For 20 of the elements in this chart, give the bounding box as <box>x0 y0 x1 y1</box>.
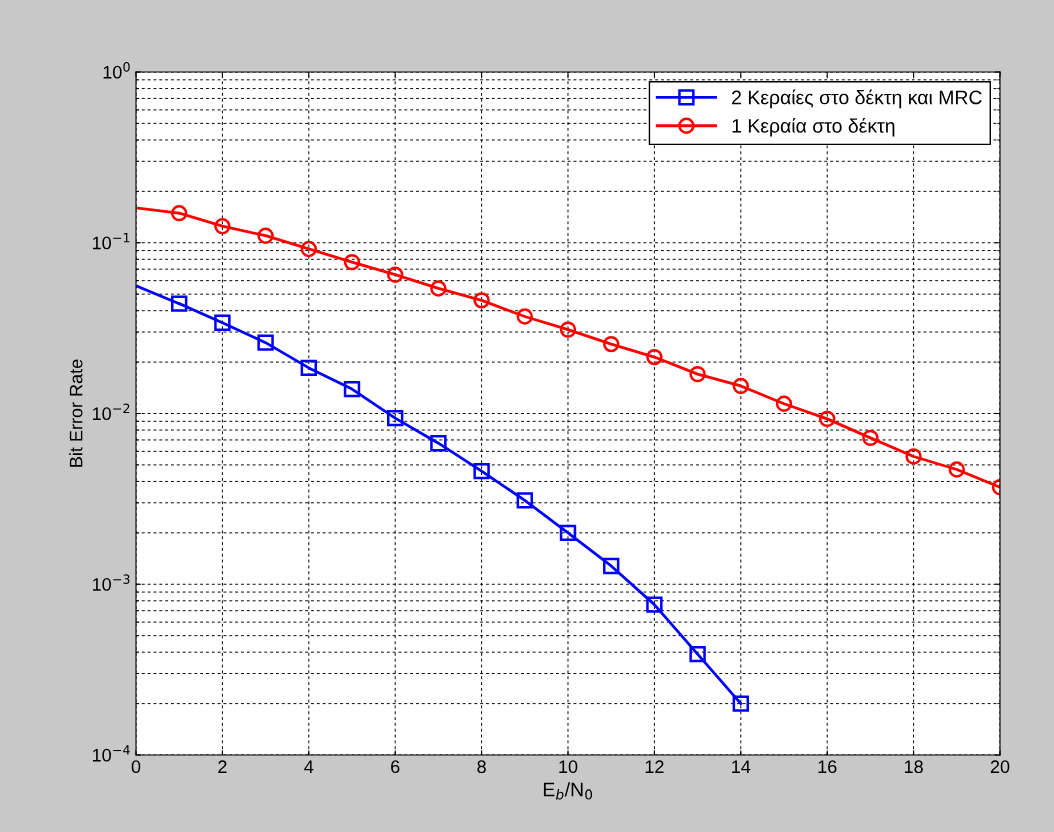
y-tick-label: 10$^{0}$ <box>103 62 130 79</box>
x-tick-label: 20 <box>990 760 1010 774</box>
x-tick-label: 10 <box>559 760 578 774</box>
x-tick-label: 8 <box>477 760 486 774</box>
legend-label: 1 Κεραία στο δέκτη <box>732 117 895 137</box>
x-tick-label: 0 <box>131 760 141 774</box>
y-tick-label: 10$^{−1}$ <box>92 233 130 250</box>
y-tick-label: 10$^{−3}$ <box>92 574 130 591</box>
x-tick-label: 18 <box>904 760 923 774</box>
x-tick-label: 12 <box>645 760 664 773</box>
y-tick-label: 10$^{−4}$ <box>92 745 130 762</box>
y-tick-label: 10$^{−2}$ <box>92 403 130 421</box>
x-tick-label: 2 <box>218 760 227 773</box>
x-tick-label: 14 <box>732 760 751 773</box>
x-tick-label: 4 <box>304 760 314 773</box>
y-axis-title: Bit Error Rate <box>69 359 83 467</box>
x-tick-label: 6 <box>391 760 400 774</box>
x-axis-title: E$_{b}$/N$_{0}$ <box>543 782 593 800</box>
x-tick-label: 16 <box>818 760 837 774</box>
legend-label: 2 Κεραίες στο δέκτη και MRC <box>732 89 982 109</box>
